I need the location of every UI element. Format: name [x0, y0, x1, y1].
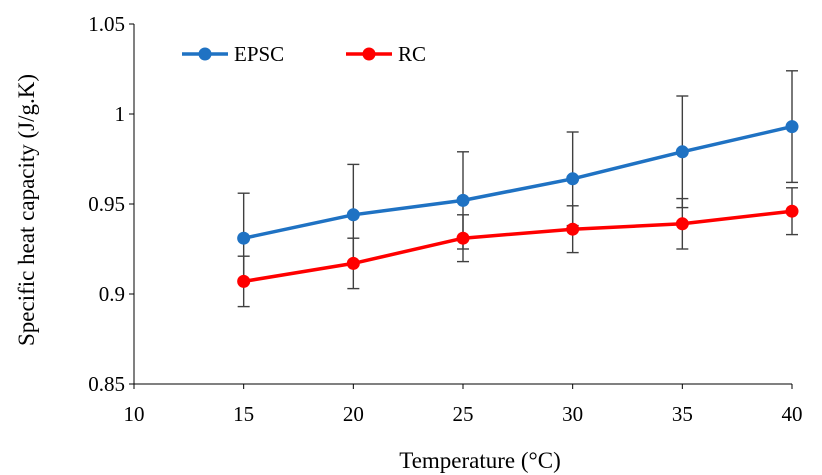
legend-label: EPSC [234, 42, 284, 66]
series-line-epsc [243, 124, 793, 240]
data-point-rc [237, 274, 251, 288]
data-point-epsc [675, 145, 689, 159]
series-lines [243, 124, 793, 284]
axes: 0.85 0.9 0.95 1 1.05 10 15 20 25 30 35 40 [88, 12, 802, 426]
data-points [237, 120, 799, 288]
y-tick-label: 0.85 [88, 372, 125, 396]
x-tick-label: 25 [453, 402, 474, 426]
y-tick-label: 0.95 [88, 192, 125, 216]
data-point-epsc [456, 193, 470, 207]
x-tick-label: 35 [672, 402, 693, 426]
data-point-rc [566, 222, 580, 236]
x-tick-label: 30 [562, 402, 583, 426]
data-point-rc [675, 217, 689, 231]
y-axis-title: Specific heat capacity (J/g.K) [14, 74, 39, 346]
data-point-epsc [566, 172, 580, 186]
legend-item-epsc: EPSC [182, 42, 284, 66]
data-point-rc [456, 231, 470, 245]
x-tick-label: 15 [233, 402, 254, 426]
data-point-epsc [785, 120, 799, 134]
legend-label: RC [398, 42, 426, 66]
y-tick-label: 1.05 [88, 12, 125, 36]
legend-swatch-marker [362, 47, 376, 61]
legend-item-rc: RC [346, 42, 426, 66]
legend-swatch-marker [198, 47, 212, 61]
y-tick-label: 1 [115, 102, 126, 126]
x-tick-label: 40 [782, 402, 803, 426]
data-point-epsc [346, 208, 360, 222]
x-tick-label: 20 [343, 402, 364, 426]
data-point-epsc [237, 231, 251, 245]
x-axis-title: Temperature (°C) [399, 448, 560, 473]
y-tick-label: 0.9 [99, 282, 125, 306]
x-tick-label: 10 [124, 402, 145, 426]
series-line-rc [243, 209, 793, 284]
data-point-rc [785, 204, 799, 218]
legend: EPSC RC [182, 42, 426, 66]
data-point-rc [346, 256, 360, 270]
